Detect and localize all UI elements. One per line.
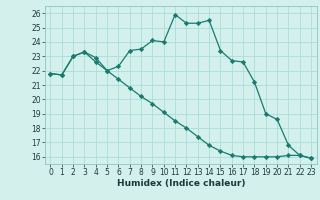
X-axis label: Humidex (Indice chaleur): Humidex (Indice chaleur) (116, 179, 245, 188)
